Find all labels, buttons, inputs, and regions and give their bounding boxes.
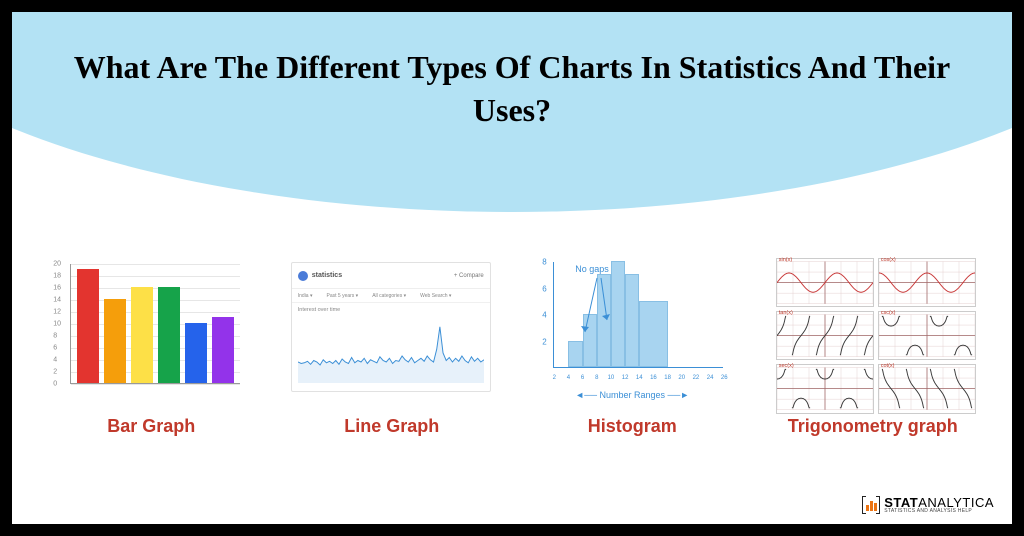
trig-svg	[879, 312, 975, 359]
trig-svg	[879, 259, 975, 306]
bar-graph-cell: 02468101214161820 Bar Graph	[36, 252, 267, 437]
histogram-bar	[568, 341, 582, 368]
infographic-frame: What Are The Different Types Of Charts I…	[0, 0, 1024, 536]
histogram-thumb: 24682468101214161820222426 No gaps ◄── N…	[527, 252, 737, 402]
trig-svg	[777, 312, 873, 359]
trig-panel-label: sin(x)	[779, 257, 792, 263]
trig-cell: sin(x) cos(x) tan(x) csc(x) sec(x) cot(x) Tri…	[758, 252, 989, 437]
line-graph-card: statistics + Compare India ▾ Past 5 years…	[291, 262, 491, 392]
bar-graph-axes: 02468101214161820	[70, 264, 240, 384]
line-graph-label: Line Graph	[344, 416, 439, 437]
histogram-footer: ◄── Number Ranges ──►	[527, 390, 737, 400]
bar-graph-thumb: 02468101214161820	[46, 252, 256, 402]
trig-grid: sin(x) cos(x) tan(x) csc(x) sec(x) cot(x)	[776, 258, 976, 398]
trig-panel: csc(x)	[878, 311, 976, 360]
bar	[185, 323, 207, 383]
trig-svg	[777, 259, 873, 306]
charts-row: 02468101214161820 Bar Graph statistics +…	[36, 252, 988, 437]
line-graph-cell: statistics + Compare India ▾ Past 5 years…	[277, 252, 508, 437]
logo-text: STATANALYTICA STATISTICS AND ANALYSIS HE…	[884, 496, 994, 514]
trig-panel-label: csc(x)	[881, 310, 896, 316]
line-graph-plot	[298, 323, 484, 383]
bar-graph-label: Bar Graph	[107, 416, 195, 437]
trig-svg	[879, 365, 975, 412]
trig-panel: cos(x)	[878, 258, 976, 307]
logo-icon	[862, 496, 880, 514]
bar	[77, 269, 99, 383]
line-graph-menu: India ▾ Past 5 years ▾ All categories ▾ Web…	[292, 289, 490, 303]
trig-panel: cot(x)	[878, 364, 976, 413]
histogram-cell: 24682468101214161820222426 No gaps ◄── N…	[517, 252, 748, 437]
line-graph-title: statistics	[312, 272, 342, 279]
trig-panel-label: tan(x)	[779, 310, 793, 316]
trig-panel-label: cot(x)	[881, 363, 895, 369]
topic-dot-icon	[298, 271, 308, 281]
compare-label: + Compare	[454, 273, 484, 279]
no-gaps-arrows	[567, 272, 627, 322]
menu-item: Past 5 years ▾	[327, 293, 359, 299]
brand-logo: STATANALYTICA STATISTICS AND ANALYSIS HE…	[862, 496, 994, 514]
line-graph-thumb: statistics + Compare India ▾ Past 5 years…	[287, 252, 497, 402]
histogram-footer-label: Number Ranges	[599, 390, 665, 400]
trig-thumb: sin(x) cos(x) tan(x) csc(x) sec(x) cot(x)	[768, 252, 978, 402]
arrow-right-icon: ──►	[668, 390, 690, 400]
menu-item: India ▾	[298, 293, 313, 299]
trig-panel-label: sec(x)	[779, 363, 794, 369]
trig-panel: sin(x)	[776, 258, 874, 307]
page-title: What Are The Different Types Of Charts I…	[12, 46, 1012, 132]
trig-panel-label: cos(x)	[881, 257, 896, 263]
bar	[212, 317, 234, 383]
bar	[158, 287, 180, 383]
menu-item: Web Search ▾	[420, 293, 451, 299]
trig-panel: sec(x)	[776, 364, 874, 413]
line-graph-svg	[298, 323, 484, 383]
bar	[104, 299, 126, 383]
trig-svg	[777, 365, 873, 412]
line-graph-header: statistics + Compare	[292, 263, 490, 289]
trig-label: Trigonometry graph	[788, 416, 958, 437]
histogram-label: Histogram	[588, 416, 677, 437]
trig-panel: tan(x)	[776, 311, 874, 360]
line-graph-subtitle: Interest over time	[292, 303, 490, 313]
arrow-left-icon: ◄──	[575, 390, 597, 400]
menu-item: All categories ▾	[372, 293, 406, 299]
bar	[131, 287, 153, 383]
histogram-bar	[639, 301, 667, 367]
